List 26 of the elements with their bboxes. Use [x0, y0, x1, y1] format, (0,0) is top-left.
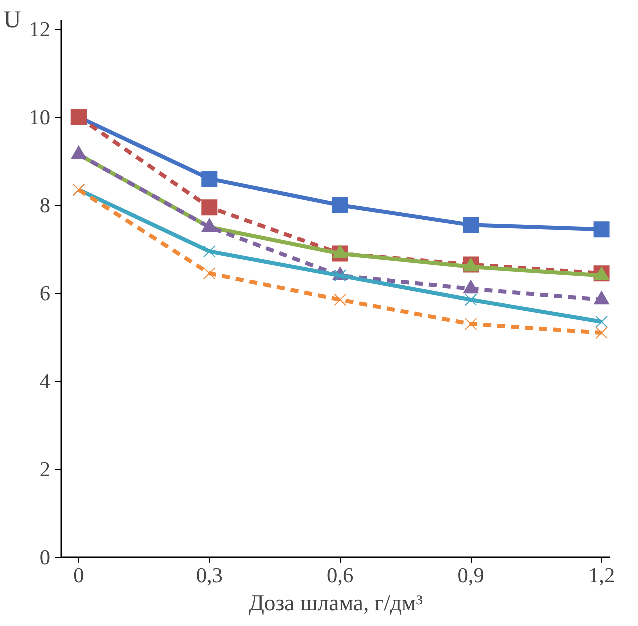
point — [334, 294, 347, 306]
point — [332, 197, 348, 214]
point — [463, 217, 480, 234]
x-tick-label: 0,6 — [327, 564, 354, 588]
x-tick-label: 1,2 — [588, 564, 616, 588]
y-tick-label: 0 — [40, 546, 51, 570]
point — [596, 326, 608, 340]
x-tick-label: 0,3 — [196, 564, 223, 588]
y-tick-label: 12 — [29, 17, 50, 42]
point — [202, 200, 218, 216]
y-tick-label: 4 — [40, 369, 51, 394]
y-axis-title: U — [4, 8, 22, 34]
x-tick-label: 0,9 — [458, 564, 484, 588]
point — [203, 245, 216, 258]
y-tick-label: 6 — [40, 281, 51, 306]
point — [203, 267, 216, 280]
x-tick-label: 0 — [74, 564, 84, 588]
point — [596, 316, 608, 328]
point — [464, 318, 478, 330]
y-tick-label: 10 — [29, 105, 50, 130]
point — [202, 170, 218, 187]
y-tick-label: 8 — [40, 193, 51, 218]
x-axis-title: Доза шлама, г/дм³ — [248, 590, 424, 616]
point — [594, 222, 610, 238]
point — [464, 294, 478, 306]
y-tick-label: 2 — [40, 457, 51, 482]
